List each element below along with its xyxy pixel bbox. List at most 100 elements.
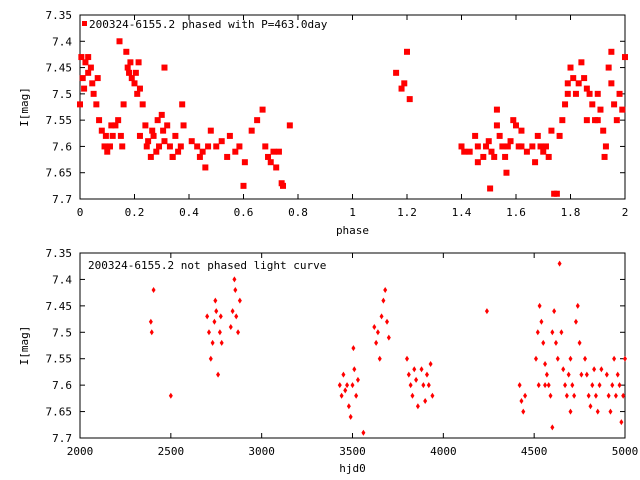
chart2-ytick-label: 7.5 <box>52 326 72 339</box>
chart1-data-point <box>136 85 143 92</box>
chart2-data-point <box>346 403 351 410</box>
chart2-data-point <box>563 382 568 389</box>
chart1-xtick-label: 0.4 <box>179 206 199 219</box>
chart2-data-point <box>419 366 424 373</box>
chart1-ytick-label: 7.6 <box>52 140 72 153</box>
chart2-data-point <box>206 329 211 336</box>
chart2-data-point <box>543 361 548 367</box>
chart2-data-point <box>354 392 359 399</box>
chart2-xtick-label: 5000 <box>612 445 639 458</box>
chart2-data-point <box>151 287 156 293</box>
chart1-data-point <box>499 143 506 150</box>
chart1-data-point <box>139 101 146 108</box>
chart1-data-point <box>597 106 604 113</box>
chart1-data-point <box>93 101 100 108</box>
chart2-data-point <box>573 318 578 325</box>
chart2-data-point <box>428 361 433 367</box>
chart1-data-point <box>487 185 494 192</box>
chart2-data-point <box>484 308 489 315</box>
chart1-data-point <box>458 143 465 150</box>
chart1-data-point <box>466 148 473 155</box>
chart1-data-point <box>518 127 525 134</box>
chart2-data-point <box>577 339 582 346</box>
chart2-data-point <box>595 408 600 415</box>
chart2-data-point <box>519 398 524 404</box>
chart2-data-point <box>412 366 417 373</box>
chart2-data-point <box>533 355 538 362</box>
chart1-title: 200324-6155.2 phased with P=463.0day <box>89 18 328 31</box>
chart1-data-point <box>474 159 481 166</box>
chart1-data-point <box>398 85 405 92</box>
chart2-data-point <box>350 382 355 389</box>
chart2-data-point <box>426 382 431 389</box>
chart1-data-point <box>119 143 126 150</box>
chart2-data-point <box>615 371 620 378</box>
chart2-data-point <box>149 329 154 336</box>
chart1-xtick-label: 0.6 <box>234 206 254 219</box>
chart2-data-point <box>337 382 342 389</box>
chart1-data-point <box>81 85 88 92</box>
chart2-data-point <box>566 371 571 378</box>
chart2-data-point <box>339 392 344 399</box>
chart1-data-point <box>96 117 103 124</box>
chart2-data-point <box>232 276 237 283</box>
chart1-data-point <box>147 153 154 160</box>
chart2-data-point <box>568 408 573 415</box>
chart1-data-point <box>406 96 413 103</box>
chart1-ytick-label: 7.5 <box>52 88 72 101</box>
chart1-data-point <box>102 132 109 139</box>
chart2-xtick-label: 2500 <box>158 445 185 458</box>
chart1-data-point <box>488 148 495 155</box>
chart1-data-point <box>493 106 500 113</box>
chart2-data-point <box>430 392 435 399</box>
chart2-data-point <box>217 329 222 336</box>
chart2-data-point <box>617 382 622 389</box>
chart1-data-point <box>510 117 517 124</box>
chart2-data-point <box>234 313 239 320</box>
chart2-data-point <box>593 392 598 399</box>
chart2-data-point <box>561 366 566 373</box>
chart2-data-point <box>621 392 626 399</box>
chart1-data-point <box>572 90 579 97</box>
chart1-data-point <box>553 190 560 197</box>
chart2-xtick-label: 3500 <box>339 445 366 458</box>
chart2-data-point <box>543 382 548 389</box>
chart2-data-point <box>550 424 555 431</box>
chart1-data-point <box>286 122 293 129</box>
chart2-data-point <box>599 366 604 373</box>
chart1-data-point <box>115 117 122 124</box>
chart2-data-point <box>208 355 213 362</box>
chart2-data-point <box>406 371 411 378</box>
chart1-data-point <box>619 106 626 113</box>
chart1-data-point <box>109 132 116 139</box>
chart2-ytick-label: 7.65 <box>46 406 73 419</box>
chart2-data-point <box>212 318 217 325</box>
chart1-ytick-label: 7.45 <box>46 62 73 75</box>
chart2-data-point <box>539 318 544 325</box>
chart2-data-point <box>546 382 551 389</box>
chart2-data-point <box>590 382 595 389</box>
chart2-data-point <box>236 329 241 336</box>
chart1-xtick-label: 1.8 <box>561 206 581 219</box>
chart2-data-point <box>218 313 223 320</box>
chart1-data-point <box>404 48 410 55</box>
chart1-data-point <box>504 143 511 150</box>
chart1-data-point <box>85 54 92 61</box>
chart2-data-point <box>623 355 627 362</box>
chart2-data-point <box>535 329 540 336</box>
chart1-data-point <box>605 64 612 71</box>
chart1-data-point <box>207 127 214 134</box>
chart1-data-point <box>502 153 509 160</box>
chart2-data-point <box>345 382 350 389</box>
chart2-data-point <box>355 376 360 383</box>
chart2-data-point <box>544 371 549 378</box>
chart1-xtick-label: 1 <box>349 206 356 219</box>
chart1-data-point <box>196 153 203 160</box>
chart2-data-point <box>237 297 242 304</box>
chart2-data-point <box>559 329 564 336</box>
chart1-data-point <box>77 101 83 108</box>
chart2-data-point <box>374 339 379 346</box>
chart1-data-point <box>608 48 615 55</box>
chart2-data-point <box>219 339 224 346</box>
chart1-data-point <box>622 54 628 61</box>
